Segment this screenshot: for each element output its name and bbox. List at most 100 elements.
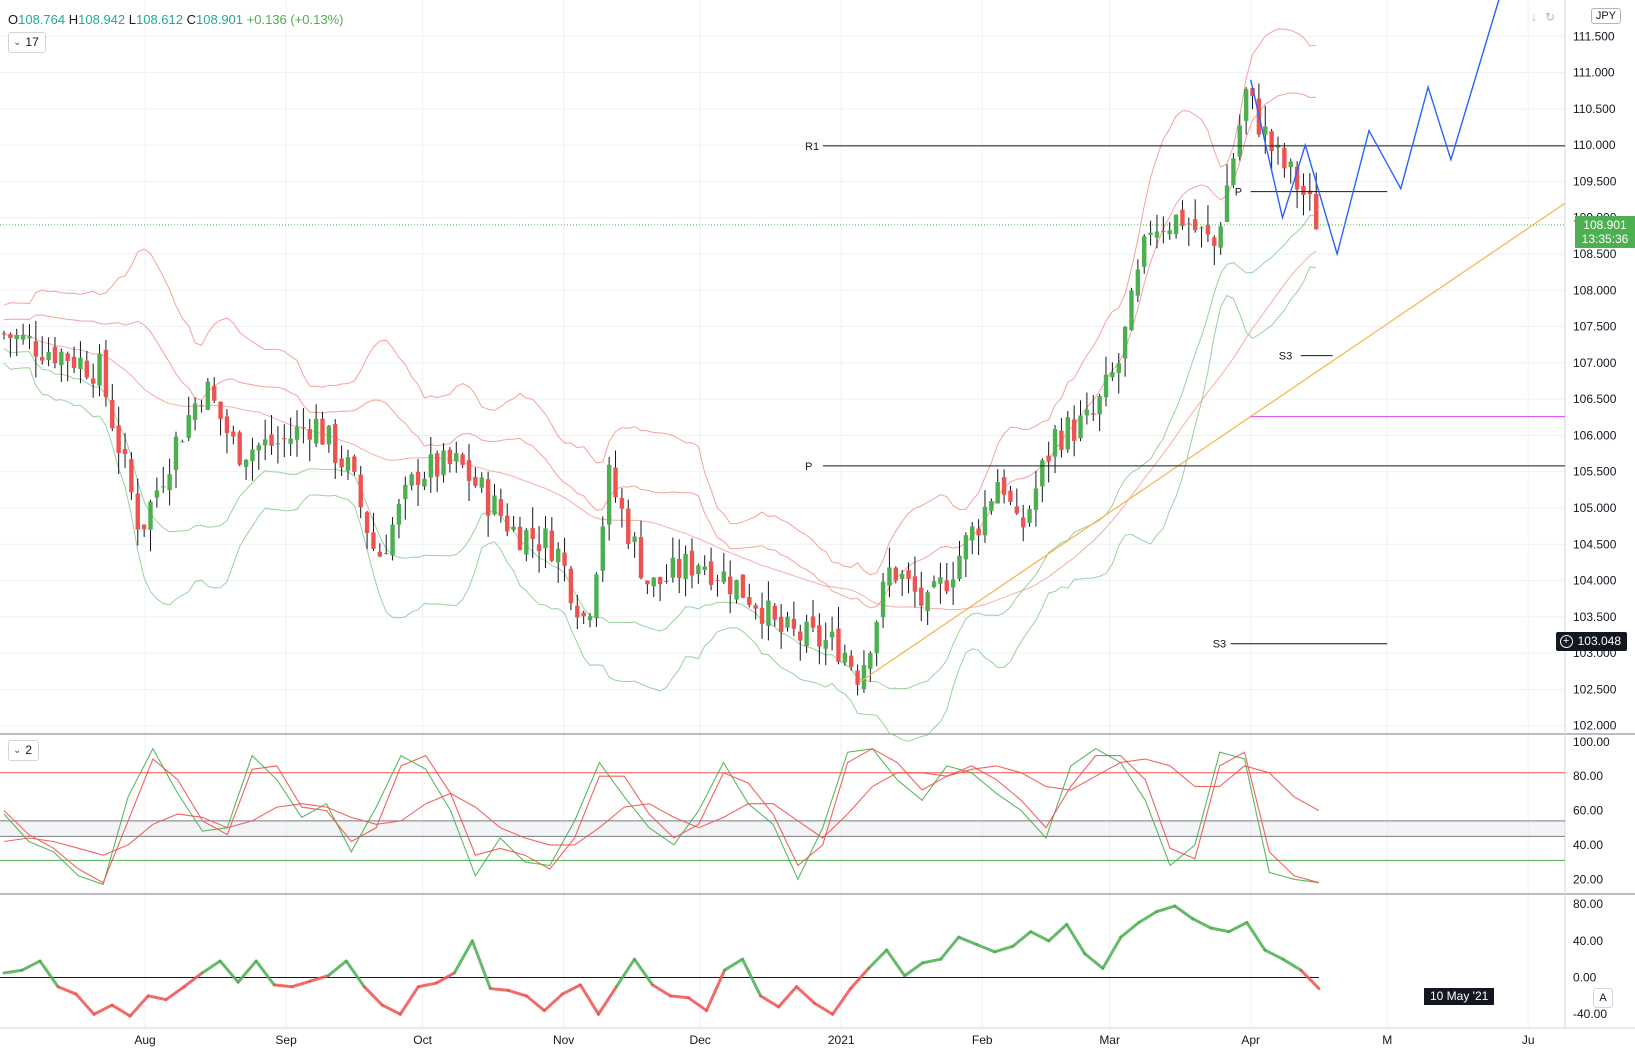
candle-body <box>1122 326 1128 359</box>
candle-body <box>1192 219 1198 231</box>
candle-body <box>645 580 650 585</box>
momentum-segment <box>903 961 925 978</box>
candle-body <box>390 524 395 556</box>
download-icon[interactable]: ↓ <box>1530 10 1537 24</box>
candle-body <box>167 474 172 491</box>
candle-body <box>422 478 427 487</box>
momentum-segment <box>596 985 618 1016</box>
candle-body <box>868 653 873 669</box>
candle-body <box>243 459 249 467</box>
candle-body <box>626 508 631 545</box>
candle-body <box>154 490 160 498</box>
candle-body <box>313 418 319 444</box>
candle-body <box>823 640 828 649</box>
candle-body <box>97 353 102 386</box>
momentum-segment <box>632 957 654 987</box>
candle-body <box>192 403 198 420</box>
candle-body <box>212 386 217 401</box>
candle-body <box>606 464 612 525</box>
price-tick-label: 108.500 <box>1573 247 1617 261</box>
momentum-segment <box>56 985 78 996</box>
momentum-tick-label: -40.00 <box>1573 1007 1607 1021</box>
candle-body <box>944 580 949 592</box>
candle-body <box>294 426 300 440</box>
candle-body <box>613 467 618 498</box>
bb-lower-inner <box>3 214 1317 690</box>
candle-body <box>218 401 223 420</box>
momentum-segment <box>218 959 240 984</box>
open-label: O <box>8 12 19 27</box>
momentum-tick-label: 40.00 <box>1573 934 1603 948</box>
momentum-segment <box>1119 921 1141 939</box>
candle-body <box>536 544 542 551</box>
price-tick-label: 102.500 <box>1573 682 1617 696</box>
candle-body <box>708 561 714 585</box>
time-tick-label: Feb <box>972 1033 993 1047</box>
momentum-segment <box>1299 968 1321 991</box>
bb-lower-outer <box>3 266 1317 742</box>
candle-body <box>1046 455 1051 462</box>
currency-badge[interactable]: JPY <box>1590 8 1621 24</box>
candle-body <box>1 333 7 335</box>
candle-body <box>1040 460 1045 487</box>
indicator-count: 2 <box>25 743 33 757</box>
price-tick-label: 104.000 <box>1573 574 1617 588</box>
candle-body <box>982 506 988 536</box>
candle-body <box>71 356 77 369</box>
candle-body <box>931 581 937 587</box>
momentum-segment <box>452 939 474 975</box>
momentum-segment <box>1047 922 1069 943</box>
momentum-segment <box>344 959 366 989</box>
price-tick-label: 106.500 <box>1573 392 1617 406</box>
candle-body <box>1129 290 1134 331</box>
candle-body <box>454 453 459 462</box>
candle-body <box>466 460 472 481</box>
stoch-tick-label: 20.00 <box>1573 872 1603 886</box>
candle-body <box>1243 89 1249 121</box>
candle-body <box>1237 125 1242 157</box>
candle-body <box>836 628 841 662</box>
candle-body <box>384 552 389 554</box>
momentum-segment <box>939 935 961 961</box>
candle-body <box>1065 417 1070 450</box>
candle-body <box>925 592 930 612</box>
momentum-segment <box>957 935 979 947</box>
candle-body <box>1110 371 1115 378</box>
candle-body <box>288 438 293 444</box>
candle-body <box>46 352 51 361</box>
candle-body <box>1231 158 1236 185</box>
candle-body <box>84 360 90 378</box>
candle-body <box>52 346 58 364</box>
add-alert-icon[interactable]: + <box>1559 635 1573 648</box>
candle-body <box>116 425 121 453</box>
candle-body <box>989 501 994 511</box>
momentum-segment <box>290 979 312 989</box>
main-indicators-toggle[interactable]: ⌄ 17 <box>8 32 46 53</box>
candle-body <box>587 616 593 621</box>
momentum-segment <box>416 981 438 989</box>
candle-body <box>103 349 109 398</box>
refresh-icon[interactable]: ↻ <box>1544 10 1555 24</box>
momentum-segment <box>1029 930 1051 943</box>
momentum-segment <box>560 983 582 996</box>
pivot-label: S3 <box>1279 351 1292 363</box>
crosshair-price-tag: + 103.048 <box>1555 632 1627 651</box>
chevron-down-icon: ⌄ <box>13 745 22 756</box>
auto-scale-button[interactable]: A <box>1593 988 1613 1008</box>
candle-body <box>970 526 975 541</box>
candle-body <box>689 550 695 576</box>
momentum-segment <box>398 985 420 1016</box>
stoch-indicators-toggle[interactable]: ⌄ 2 <box>8 740 40 761</box>
candle-body <box>861 665 867 690</box>
time-tick-label: Ju <box>1522 1033 1535 1047</box>
chevron-down-icon: ⌄ <box>13 37 22 48</box>
momentum-segment <box>254 959 276 987</box>
price-tick-label: 106.000 <box>1573 428 1617 442</box>
candle-body <box>492 495 497 515</box>
candle-body <box>1250 88 1255 96</box>
candle-body <box>543 528 548 549</box>
momentum-segment <box>777 985 799 1009</box>
momentum-tick-label: 0.00 <box>1573 971 1597 985</box>
momentum-segment <box>1011 930 1033 948</box>
